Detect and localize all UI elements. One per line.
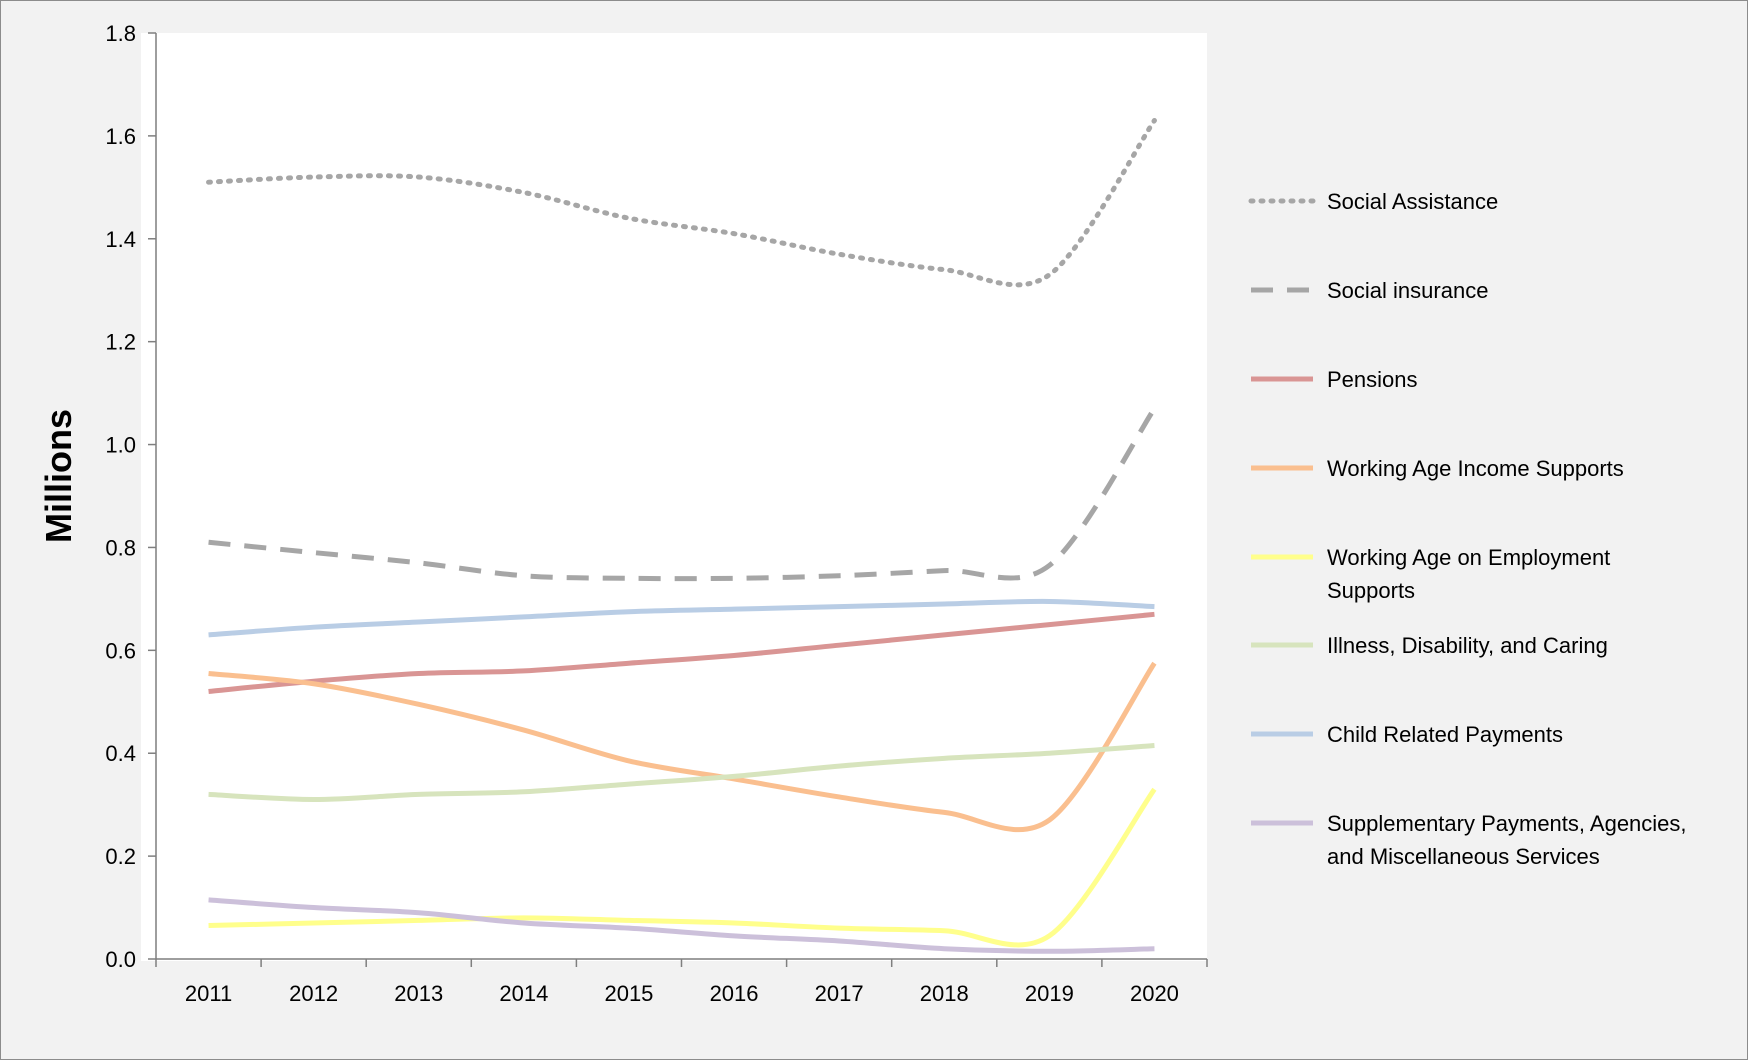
- x-tick-label: 2020: [1130, 981, 1179, 1006]
- series-line-1: [208, 407, 1157, 582]
- y-tick-label: 0.6: [105, 638, 136, 663]
- y-tick-label: 1.4: [105, 227, 136, 252]
- series-line-2: [208, 611, 1155, 694]
- legend-label: Supplementary Payments, Agencies,: [1327, 811, 1687, 836]
- y-tick-label: 1.8: [105, 21, 136, 46]
- x-tick-label: 2013: [394, 981, 443, 1006]
- x-tick-label: 2014: [499, 981, 548, 1006]
- legend-label: Pensions: [1327, 367, 1418, 392]
- y-tick-label: 1.0: [105, 433, 136, 458]
- y-tick-label: 0.8: [105, 535, 136, 560]
- series-line-7: [208, 897, 1155, 954]
- legend-label: Social insurance: [1327, 278, 1488, 303]
- plot-area: [141, 33, 1207, 961]
- axes: 0.0 0.2 0.4 0.6 0.8 1.0 1.2 1.4 1.6 1.8 2011 2012 20…: [105, 21, 1208, 1006]
- legend-label: Working Age on Employment: [1327, 545, 1610, 570]
- series-line-5: [208, 743, 1155, 803]
- y-axis-title: Millions: [38, 409, 79, 543]
- y-tick-label: 0.4: [105, 741, 136, 766]
- series-line-6: [208, 598, 1155, 638]
- legend-label: Child Related Payments: [1327, 722, 1563, 747]
- legend-label: Supports: [1327, 578, 1415, 603]
- x-tick-label: 2018: [920, 981, 969, 1006]
- legend: Social Assistance Social insurance Pension…: [1248, 189, 1687, 869]
- y-tick-label: 0.0: [105, 947, 136, 972]
- y-tick-label: 1.2: [105, 330, 136, 355]
- x-tick-label: 2019: [1025, 981, 1074, 1006]
- series-line-4: [208, 787, 1157, 948]
- y-tick-label: 1.6: [105, 124, 136, 149]
- x-tick-label: 2015: [604, 981, 653, 1006]
- x-tick-label: 2012: [289, 981, 338, 1006]
- x-tick-label: 2016: [710, 981, 759, 1006]
- x-tick-label: 2011: [185, 981, 232, 1006]
- y-tick-label: 0.2: [105, 844, 136, 869]
- series-line-0: [206, 117, 1157, 288]
- series-line-3: [208, 661, 1157, 833]
- legend-label: Working Age Income Supports: [1327, 456, 1624, 481]
- legend-label: Social Assistance: [1327, 189, 1498, 214]
- legend-label: and Miscellaneous Services: [1327, 844, 1600, 869]
- series-layer: [206, 117, 1157, 954]
- legend-label: Illness, Disability, and Caring: [1327, 633, 1608, 658]
- y-axis-title-group: Millions: [38, 409, 79, 543]
- x-tick-label: 2017: [815, 981, 864, 1006]
